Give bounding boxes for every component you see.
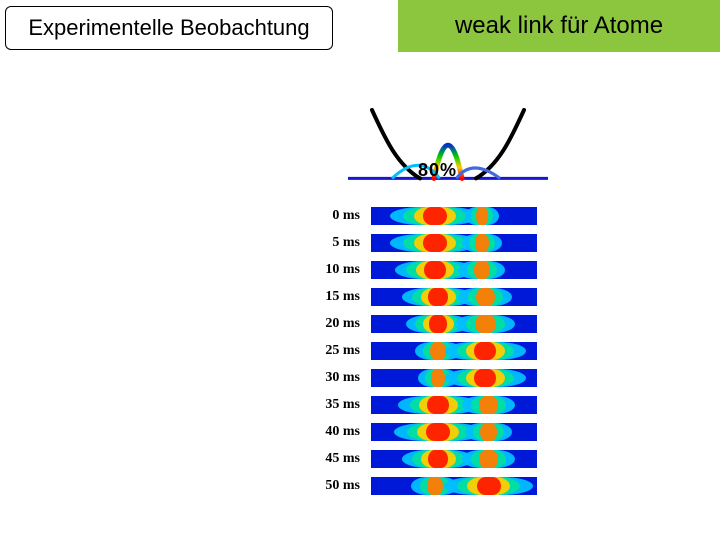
time-label: 30 ms [310, 370, 360, 386]
density-row [370, 395, 538, 415]
time-label: 40 ms [310, 424, 360, 440]
density-row [370, 476, 538, 496]
density-row [370, 449, 538, 469]
left-header-label: Experimentelle Beobachtung [28, 15, 309, 41]
time-label: 20 ms [310, 316, 360, 332]
right-header-box: weak link für Atome [398, 0, 720, 52]
density-row [370, 368, 538, 388]
density-row [370, 422, 538, 442]
time-label: 15 ms [310, 289, 360, 305]
time-label: 10 ms [310, 262, 360, 278]
time-label: 0 ms [310, 208, 360, 224]
density-row [370, 233, 538, 253]
density-row [370, 206, 538, 226]
time-label: 25 ms [310, 343, 360, 359]
time-label: 50 ms [310, 478, 360, 494]
density-row [370, 260, 538, 280]
left-header-box: Experimentelle Beobachtung [5, 6, 333, 50]
time-label: 5 ms [310, 235, 360, 251]
density-row [370, 314, 538, 334]
right-header-label: weak link für Atome [455, 12, 663, 40]
density-row [370, 287, 538, 307]
time-label: 35 ms [310, 397, 360, 413]
density-row [370, 341, 538, 361]
percentage-label: 80% [418, 160, 457, 181]
time-label: 45 ms [310, 451, 360, 467]
